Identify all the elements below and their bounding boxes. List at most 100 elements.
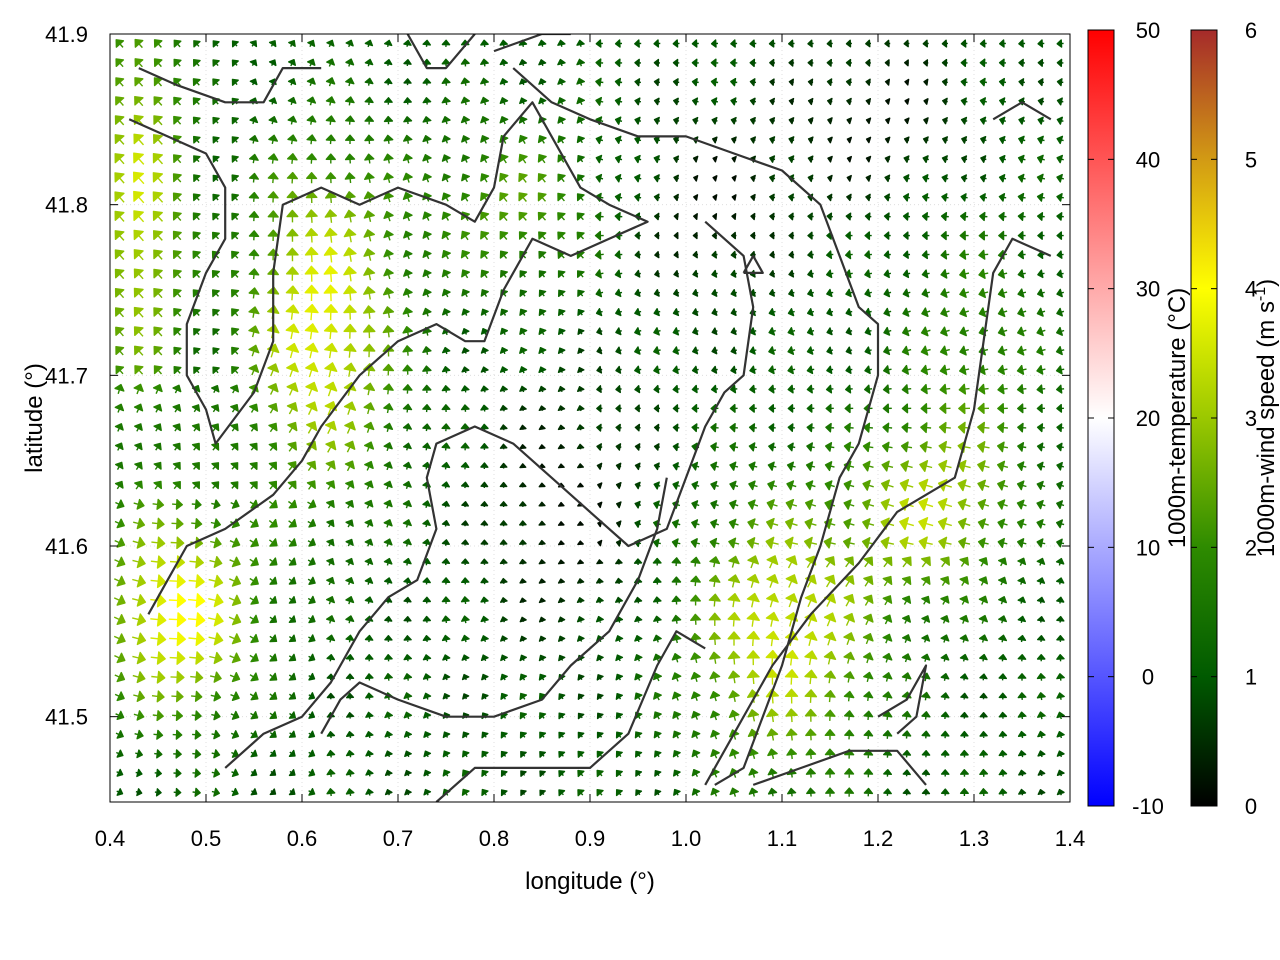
wind-arrow [883,307,892,317]
wind-arrow [114,518,125,529]
wind-arrow [212,308,220,317]
wind-arrow [171,517,184,530]
wind-arrow [902,326,912,337]
wind-arrow [538,616,546,623]
wind-arrow [825,384,834,394]
wind-arrow [307,615,316,624]
wind-arrow [248,268,260,280]
wind-arrow [325,115,336,125]
wind-arrow [173,154,182,164]
wind-arrow [577,521,584,526]
wind-arrow [749,327,757,336]
wind-arrow [249,135,259,144]
wind-arrow [1055,557,1065,566]
wind-arrow [306,96,317,106]
wind-arrow [134,480,143,490]
wind-arrow [654,270,660,278]
wind-arrow [766,592,779,608]
wind-arrow [499,385,508,393]
wind-arrow [442,346,451,355]
wind-arrow [769,250,775,259]
wind-arrow [672,365,680,375]
wind-arrow [441,634,451,643]
wind-arrow [210,518,221,529]
wind-arrow [766,499,778,510]
wind-arrow [422,346,432,355]
wind-arrow [730,346,737,355]
wind-arrow [845,58,852,67]
wind-arrow [882,652,893,663]
wind-arrow [268,97,277,105]
wind-arrow [1056,692,1065,700]
wind-arrow [538,444,546,450]
wind-arrow [825,403,834,413]
wind-arrow [305,228,319,243]
wind-arrow [938,440,952,453]
wind-arrow [558,751,566,758]
wind-arrow [998,692,1007,700]
wind-arrow [172,423,181,432]
wind-arrow [654,251,660,259]
wind-arrow [190,671,204,684]
wind-arrow [691,461,700,471]
wind-arrow [883,250,891,259]
y-tick-label: 41.6 [45,534,88,559]
wind-label-main: 1000m-wind speed (m s [1253,301,1280,557]
wind-arrow [884,155,891,163]
wind-arrow [865,98,871,105]
wind-arrow [518,211,528,221]
wind-arrow [787,404,795,413]
wind-arrow [653,39,661,48]
colorbar-tick-label: 1 [1245,665,1257,690]
wind-arrow [461,288,470,298]
wind-arrow [441,404,451,413]
wind-arrow [980,174,987,183]
wind-arrow [384,730,393,739]
wind-arrow [363,421,375,433]
wind-arrow [997,383,1008,395]
wind-arrow [653,97,660,106]
wind-arrow [133,383,144,395]
wind-arrow [460,77,470,86]
wind-arrow [269,557,278,566]
wind-arrow [345,615,355,624]
wind-arrow [423,788,432,796]
wind-arrow [115,346,125,356]
wind-arrow [673,193,679,202]
topography-contour [128,101,649,615]
wind-arrow [152,153,164,165]
wind-arrow [957,459,971,473]
wind-arrow [594,211,604,222]
wind-arrow [1018,135,1026,145]
wind-arrow [287,421,298,433]
wind-arrow [977,479,990,491]
wind-arrow [323,323,338,340]
wind-arrow [557,231,566,240]
wind-arrow [731,155,737,163]
wind-arrow [922,155,929,163]
wind-arrow [304,303,319,321]
wind-arrow [843,632,855,645]
wind-arrow [785,574,798,588]
wind-arrow [634,365,642,374]
x-axis: 0.4 0.5 0.6 0.7 0.8 0.9 1.0 1.1 1.2 1.3 1.4 [95,34,1085,851]
wind-arrow [672,750,681,758]
wind-arrow [959,326,969,337]
wind-arrow [959,307,969,318]
wind-arrow [209,671,222,683]
wind-arrow [228,613,242,626]
wind-arrow [212,193,220,202]
x-tick-label: 1.2 [863,826,894,851]
wind-arrow [480,443,489,450]
wind-arrow [344,421,356,434]
wind-arrow [902,307,911,317]
wind-arrow [634,327,642,336]
wind-arrow [902,250,911,259]
wind-arrow [481,750,489,758]
wind-arrow [191,499,202,510]
wind-arrow [403,596,412,604]
wind-arrow [653,692,662,701]
wind-arrow [422,365,432,374]
wind-arrow [404,789,412,796]
wind-arrow [940,231,949,241]
